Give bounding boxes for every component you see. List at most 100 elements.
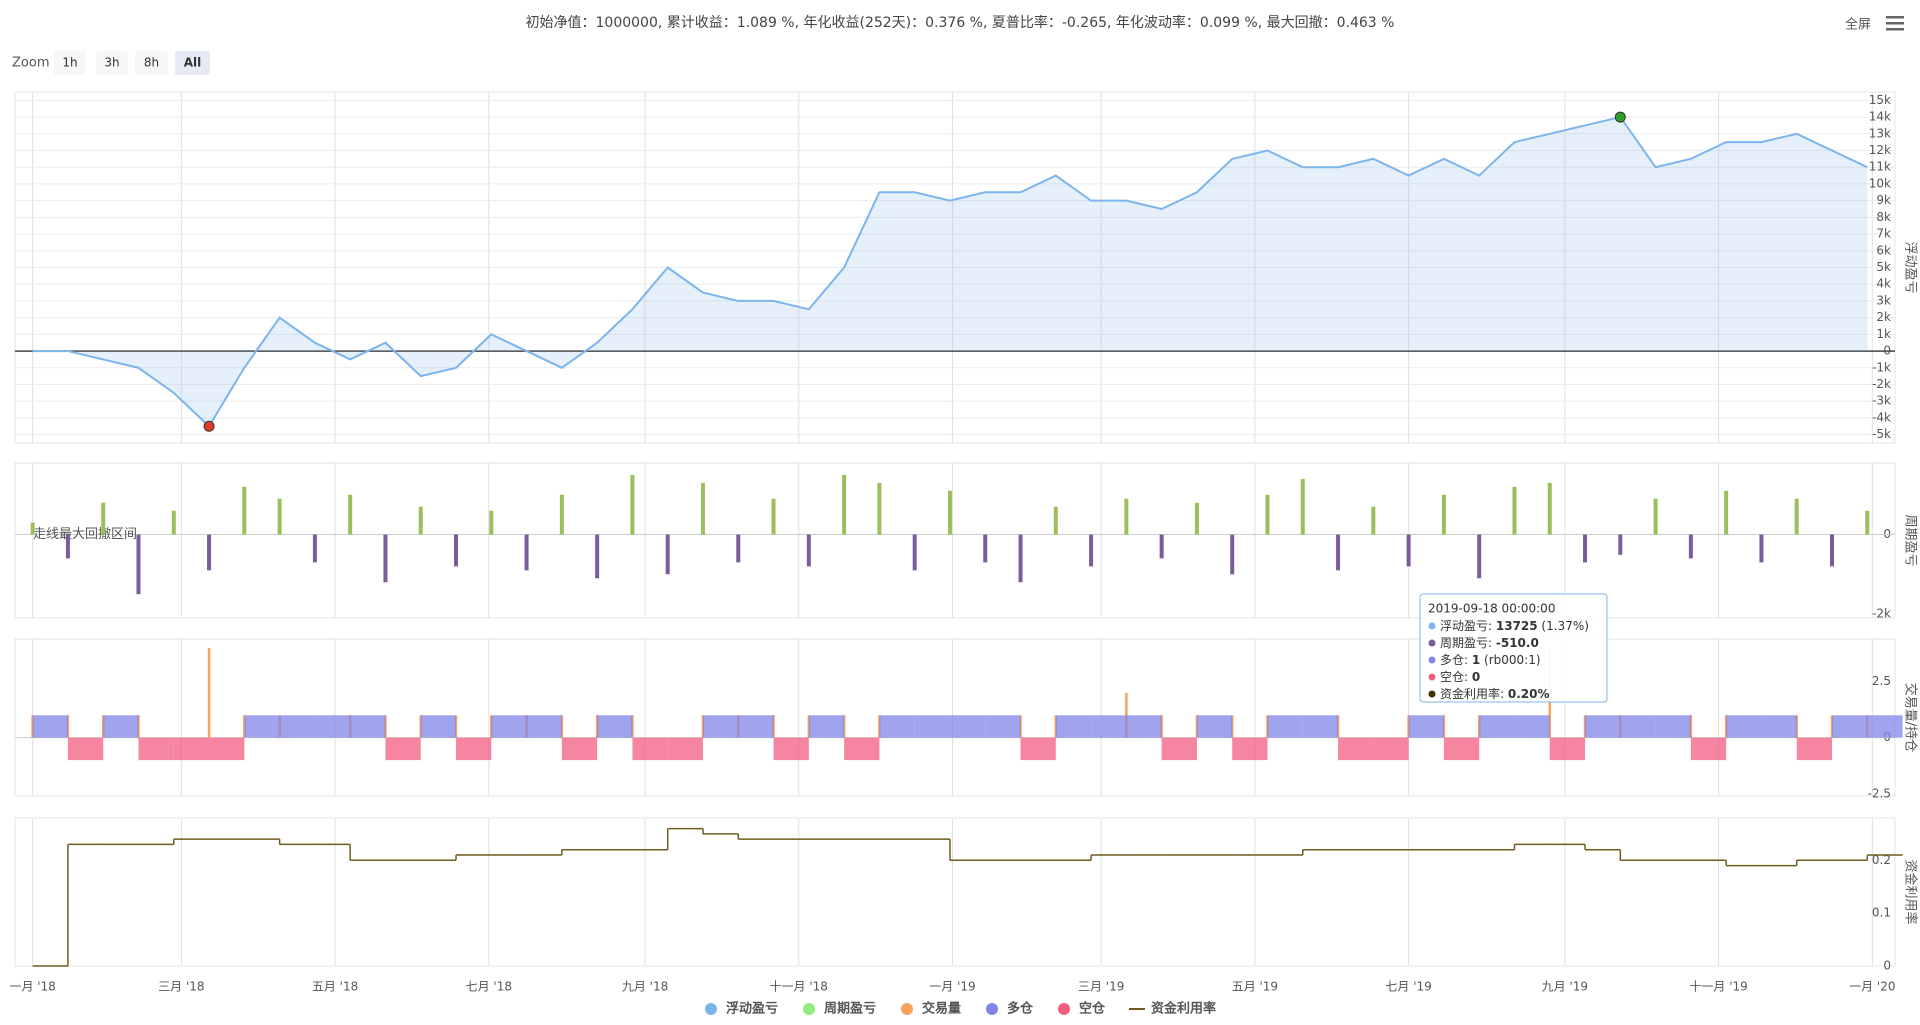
legend-label: 浮动盈亏 <box>726 1001 778 1017</box>
position-block <box>1055 715 1092 738</box>
menu-icon[interactable] <box>1886 16 1904 31</box>
legend-item[interactable]: 浮动盈亏 <box>704 1001 778 1017</box>
bar <box>30 522 35 535</box>
zoom-button-label: 1h <box>62 56 77 70</box>
bar <box>383 534 388 583</box>
y-tick-label: 0.1 <box>1872 906 1891 920</box>
line <box>32 115 1868 428</box>
x-tick-label: 一月 '18 <box>9 980 55 994</box>
x-tick-label: 三月 '19 <box>1078 980 1124 994</box>
tooltip-value: 13725 <box>1496 619 1538 633</box>
bar <box>912 534 917 571</box>
x-tick-label: 一月 '19 <box>929 980 975 994</box>
bar <box>806 534 811 567</box>
fullscreen[interactable]: 全屏 <box>1845 17 1871 33</box>
x-tick-label: 七月 '19 <box>1385 980 1431 994</box>
legend-label: 资金利用率 <box>1151 1001 1216 1017</box>
tooltip-dot <box>1428 673 1436 681</box>
position-block <box>350 715 386 738</box>
position-block <box>1514 715 1550 738</box>
position-block <box>67 737 104 761</box>
tooltip-value: 0.20% <box>1508 687 1550 701</box>
position-block <box>985 715 1021 738</box>
y-tick-label: 9k <box>1876 193 1891 207</box>
zoom-button[interactable]: All <box>175 51 210 75</box>
zoom-buttons: 1h 3h 8h All <box>54 51 210 75</box>
y-tick-label: -2k <box>1872 607 1891 621</box>
position-block <box>597 715 633 738</box>
position-block <box>1585 715 1621 738</box>
bar <box>1724 490 1729 535</box>
position-block <box>1796 737 1832 761</box>
bar <box>1371 506 1376 535</box>
position-block <box>420 715 457 738</box>
legend-swatch <box>802 1003 815 1015</box>
legend-item[interactable]: 周期盈亏 <box>802 1002 876 1017</box>
position-block <box>1549 737 1586 761</box>
zoom-button-bg <box>96 51 128 75</box>
position-block <box>491 715 527 738</box>
x-tick-label: 五月 '18 <box>312 980 358 994</box>
position-block <box>1091 715 1127 738</box>
y-tick-label: 1k <box>1876 327 1891 341</box>
position-block <box>773 737 809 761</box>
zoom-button-label: 3h <box>104 56 119 70</box>
tooltip-row: 多仓: 1 (rb000:1) <box>1440 653 1541 667</box>
tooltip-label: 多仓: <box>1440 653 1472 667</box>
y-tick-label: -2.5 <box>1868 786 1891 800</box>
legend-swatch <box>900 1003 913 1015</box>
x-tick-label: 十一月 '18 <box>770 980 828 994</box>
legend-item[interactable]: 空仓 <box>1058 1001 1106 1017</box>
position-block <box>1126 715 1162 738</box>
y-tick-label: 5k <box>1876 260 1891 274</box>
position-block <box>1232 737 1268 761</box>
bar <box>1547 482 1552 535</box>
position-block <box>1196 715 1233 738</box>
y-tick-label: -4k <box>1872 410 1891 424</box>
zoom-button-bg <box>54 51 86 75</box>
bar <box>101 502 106 535</box>
panel-frame <box>14 817 1896 967</box>
y-tick-label: 2.5 <box>1872 674 1891 688</box>
bar <box>1089 534 1094 567</box>
zoom-button[interactable]: 8h <box>135 51 168 75</box>
zoom-button-bg <box>135 51 168 75</box>
bar <box>983 534 988 563</box>
y-axis-title: 浮动盈亏 <box>1903 241 1918 293</box>
bar <box>1583 534 1588 563</box>
extreme-marker <box>203 420 215 432</box>
panel: -2.5 0 2.5 交易量/持仓 <box>14 638 1919 800</box>
bar <box>1159 534 1164 559</box>
bar <box>1759 534 1764 563</box>
legend-label: 交易量 <box>922 1001 961 1017</box>
y-tick-label: 7k <box>1876 227 1891 241</box>
position-block <box>1726 715 1762 738</box>
y-tick-label: 3k <box>1876 293 1891 307</box>
position-block <box>667 737 703 761</box>
y-tick-label: -3k <box>1872 394 1891 408</box>
bar <box>1794 498 1799 535</box>
y-tick-label: 2k <box>1876 310 1891 324</box>
bar <box>1512 486 1517 535</box>
position-block <box>702 715 739 738</box>
tooltip-time: 2019-09-18 00:00:00 <box>1428 602 1555 616</box>
bar <box>877 482 882 535</box>
legend-item[interactable]: 交易量 <box>900 1001 961 1017</box>
bar <box>1688 534 1693 559</box>
y-tick-label: 15k <box>1869 93 1891 107</box>
position-block <box>1302 715 1339 738</box>
legend-item[interactable]: 多仓 <box>986 1001 1034 1017</box>
panel: -5k-4k-3k-2k-1k01k2k3k4k5k6k7k8k9k10k11k… <box>14 91 1918 444</box>
legend-item[interactable]: 资金利用率 <box>1129 1001 1216 1017</box>
bar <box>277 498 282 535</box>
extreme-marker <box>1614 111 1626 123</box>
bar <box>1300 478 1305 535</box>
zoom-button[interactable]: 3h <box>96 51 128 75</box>
y-tick-label: 0.2 <box>1872 853 1891 867</box>
tooltip-value: -510.0 <box>1496 636 1539 650</box>
position-block <box>738 715 774 738</box>
zoom-button[interactable]: 1h <box>54 51 86 75</box>
tooltip-label: 空仓: <box>1440 670 1472 684</box>
